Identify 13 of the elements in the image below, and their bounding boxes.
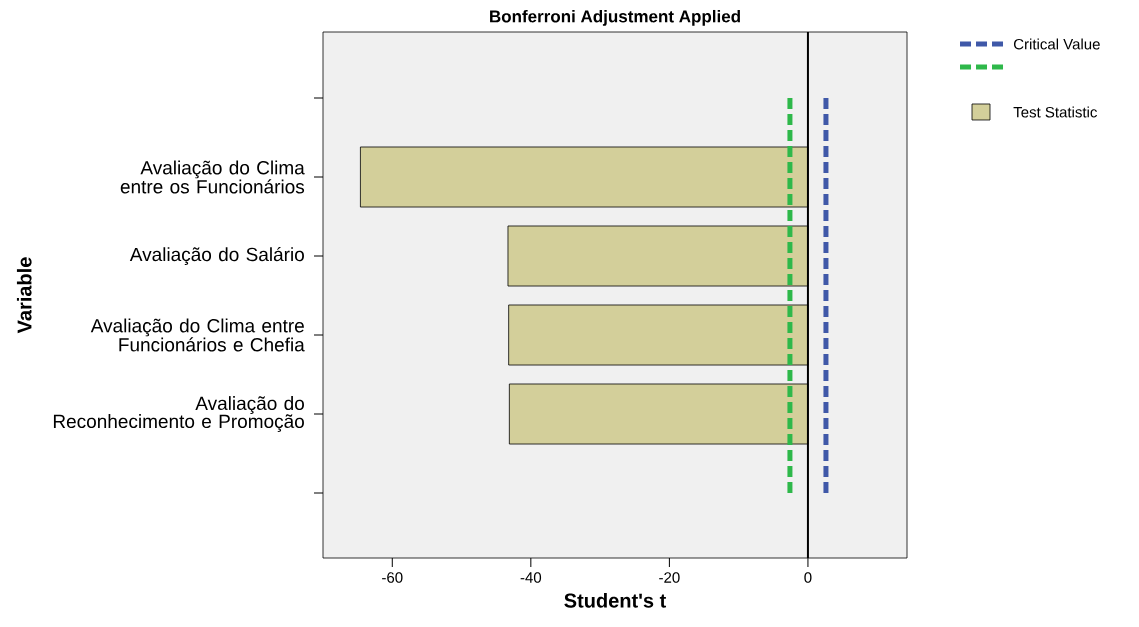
y-tick-label: Avaliação do Clima entre os Funcionários	[120, 160, 305, 194]
legend-label: Critical Value	[1013, 38, 1100, 50]
x-axis-title: Student's t	[564, 593, 667, 608]
y-tick-label: Avaliação do Reconhecimento e Promoção	[53, 396, 304, 432]
legend-label: Test Statistic	[1013, 106, 1097, 118]
x-tick-label: -60	[382, 572, 403, 583]
y-tick-label: Avaliação do Salário	[129, 247, 304, 266]
x-tick-label: 0	[804, 572, 812, 583]
x-tick-label: -40	[520, 572, 542, 583]
chart-title: Bonferroni Adjustment Applied	[490, 9, 740, 26]
y-axis-title: Variable	[16, 257, 32, 334]
x-tick-label: -20	[659, 572, 680, 583]
y-tick-label: Avaliação do Clima entre Funcionários e Chefia	[90, 318, 305, 352]
